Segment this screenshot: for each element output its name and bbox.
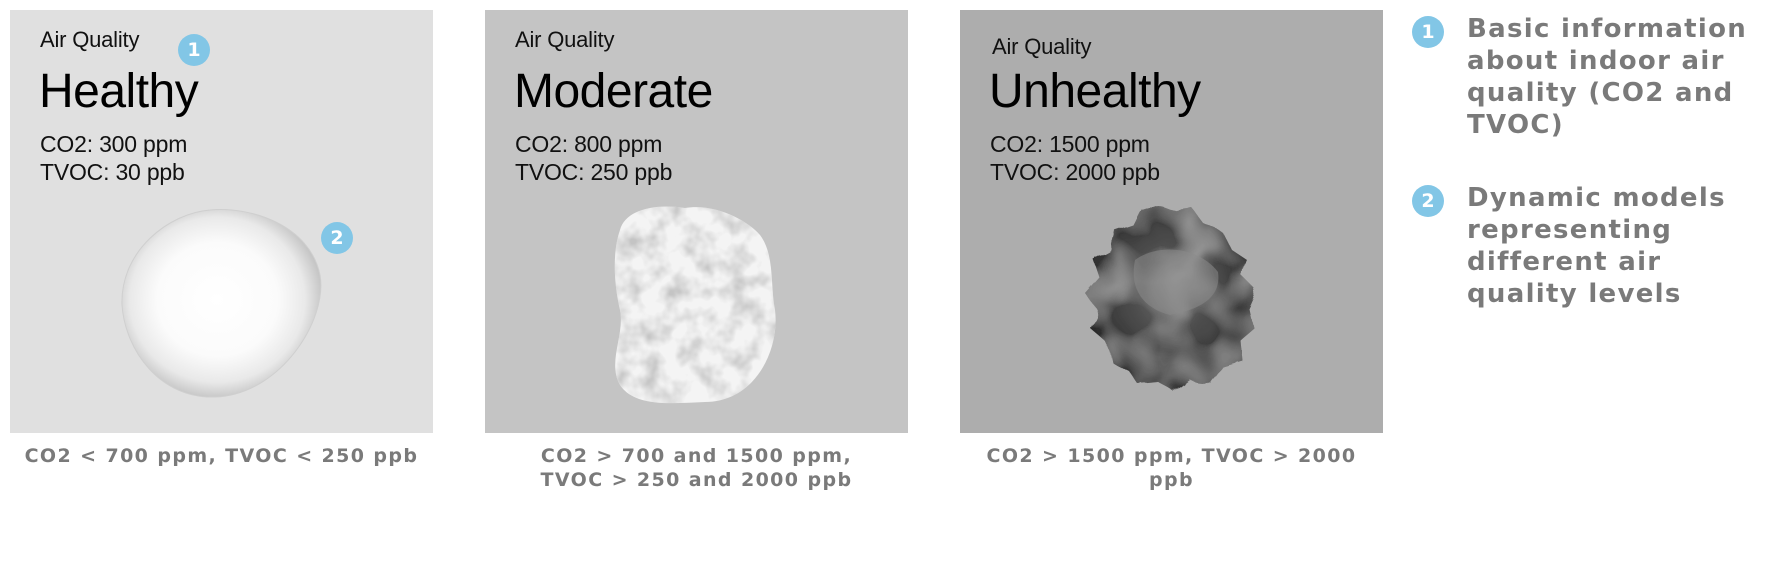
mottled-grey-blob-icon — [614, 206, 776, 404]
legend-badge-1: 1 — [1412, 16, 1444, 48]
callout-badge-2: 2 — [321, 222, 353, 254]
panel-healthy: Air Quality Healthy CO2: 300 ppm TVOC: 3… — [10, 10, 433, 433]
threshold-caption-line: CO2 > 700 and 1500 ppm, — [540, 445, 853, 467]
tvoc-reading: TVOC: 2000 ppb — [990, 159, 1160, 185]
status-title: Unhealthy — [989, 65, 1201, 118]
threshold-caption-moderate: CO2 > 700 and 1500 ppm, TVOC > 250 and 2… — [485, 444, 908, 492]
threshold-caption-line: TVOC > 250 and 2000 ppb — [540, 469, 853, 491]
threshold-caption-unhealthy: CO2 > 1500 ppm, TVOC > 2000 ppb — [986, 445, 1357, 491]
legend-item-2: 2 Dynamic models representing different … — [1412, 182, 1762, 309]
legend-badge-2: 2 — [1412, 185, 1444, 217]
status-title: Moderate — [514, 65, 713, 118]
panel-moderate: Air Quality Moderate CO2: 800 ppm TVOC: … — [485, 10, 908, 433]
panel-heading: Air Quality — [40, 27, 140, 52]
co2-reading: CO2: 800 ppm — [515, 131, 663, 157]
tvoc-reading: TVOC: 30 ppb — [40, 159, 185, 185]
panel-heading: Air Quality — [515, 27, 615, 52]
tvoc-reading: TVOC: 250 ppb — [515, 159, 673, 185]
status-title: Healthy — [39, 65, 199, 118]
jagged-dark-blob-icon — [1086, 204, 1258, 392]
callout-badge-1: 1 — [178, 34, 210, 66]
legend-text-2: Dynamic models representing different ai… — [1467, 183, 1726, 309]
legend-text-1: Basic information about indoor air quali… — [1467, 14, 1748, 140]
co2-reading: CO2: 1500 ppm — [990, 131, 1150, 157]
threshold-caption-healthy: CO2 < 700 ppm, TVOC < 250 ppb — [24, 445, 419, 467]
legend-item-1: 1 Basic information about indoor air qua… — [1412, 13, 1762, 140]
smooth-white-blob-icon — [121, 208, 322, 398]
co2-reading: CO2: 300 ppm — [40, 131, 188, 157]
panel-unhealthy: Air Quality Unhealthy CO2: 1500 ppm TVOC… — [960, 10, 1383, 433]
panel-heading: Air Quality — [992, 34, 1092, 59]
